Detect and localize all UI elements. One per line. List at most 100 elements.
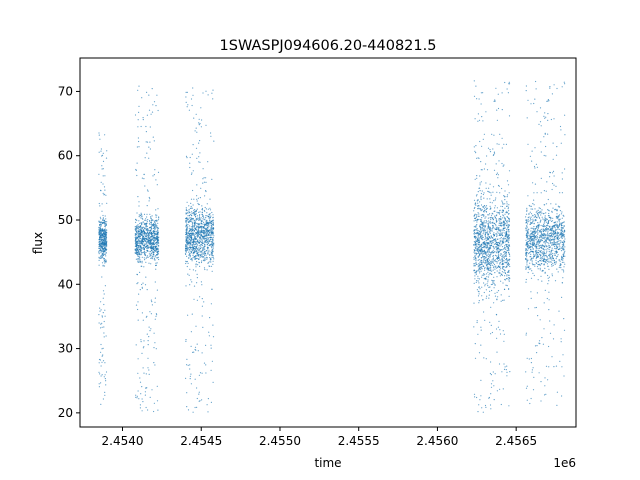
data-point <box>184 248 187 250</box>
data-point <box>507 264 509 266</box>
data-point <box>201 250 203 252</box>
data-point <box>100 252 102 254</box>
data-point <box>157 247 159 249</box>
data-point <box>500 223 502 225</box>
data-point <box>504 224 506 226</box>
data-point <box>145 131 147 133</box>
data-point <box>194 211 196 213</box>
data-point <box>145 233 147 235</box>
data-point <box>196 195 198 197</box>
data-point <box>491 221 493 224</box>
data-point <box>206 269 208 271</box>
data-point <box>191 313 193 315</box>
data-point <box>495 87 497 89</box>
data-point <box>185 244 187 246</box>
data-point <box>481 223 484 225</box>
data-point <box>200 126 202 128</box>
data-point <box>101 230 104 232</box>
data-point <box>493 134 495 136</box>
data-point <box>141 177 143 179</box>
data-point <box>148 369 150 371</box>
data-point <box>201 241 203 243</box>
data-point <box>203 362 206 364</box>
data-point <box>191 212 193 215</box>
data-point <box>186 217 189 219</box>
data-point <box>206 215 208 217</box>
data-point <box>196 273 198 275</box>
data-point <box>192 225 194 227</box>
data-point <box>101 326 103 328</box>
data-point <box>531 369 534 371</box>
data-point <box>540 224 542 227</box>
data-point <box>158 216 160 218</box>
data-point <box>188 274 190 276</box>
data-point <box>99 228 101 230</box>
data-point <box>487 224 489 226</box>
data-point <box>102 219 104 221</box>
data-point <box>559 360 561 362</box>
data-point <box>490 244 493 247</box>
data-point <box>490 393 492 395</box>
data-point <box>489 372 491 375</box>
data-point <box>194 216 197 218</box>
data-point <box>497 177 499 179</box>
data-point <box>104 241 106 243</box>
data-point <box>198 234 200 236</box>
data-point <box>484 268 486 270</box>
data-point <box>155 242 157 244</box>
data-point <box>503 363 505 365</box>
data-point <box>507 184 510 186</box>
data-point <box>150 257 152 259</box>
data-point <box>480 198 482 201</box>
data-point <box>476 249 478 251</box>
data-point <box>479 225 481 227</box>
data-point <box>205 224 207 226</box>
data-point <box>210 132 212 134</box>
data-point <box>543 219 545 221</box>
data-point <box>494 373 496 375</box>
data-point <box>488 286 490 288</box>
data-point <box>197 226 199 228</box>
data-point <box>191 246 194 248</box>
data-point <box>201 227 203 229</box>
data-point <box>106 248 108 250</box>
data-point <box>508 245 511 247</box>
data-point <box>534 219 536 221</box>
data-point <box>196 243 198 245</box>
data-point <box>153 174 155 176</box>
data-point <box>551 210 553 212</box>
data-point <box>476 229 478 231</box>
data-point <box>189 207 191 209</box>
data-point <box>486 255 488 257</box>
data-point <box>479 190 481 192</box>
data-point <box>501 249 503 251</box>
data-point <box>205 233 207 236</box>
data-point <box>498 219 500 221</box>
data-point <box>547 283 549 285</box>
data-point <box>477 191 479 193</box>
data-point <box>488 242 490 244</box>
data-point <box>474 265 476 267</box>
data-point <box>473 226 475 228</box>
data-point <box>211 247 213 249</box>
data-point <box>157 171 160 173</box>
data-point <box>203 232 205 234</box>
data-point <box>476 396 478 399</box>
data-point <box>185 208 187 210</box>
data-point <box>100 223 102 225</box>
data-point <box>190 383 192 385</box>
data-point <box>483 231 485 233</box>
data-point <box>502 238 504 240</box>
data-point <box>210 233 212 235</box>
data-point <box>158 217 160 219</box>
data-point <box>499 275 501 277</box>
data-point <box>103 243 105 245</box>
data-point <box>499 212 501 214</box>
data-point <box>489 256 491 258</box>
data-point <box>537 251 540 254</box>
data-point <box>194 130 196 132</box>
data-point <box>479 182 481 184</box>
data-point <box>492 280 494 282</box>
data-point <box>525 219 528 221</box>
data-point <box>489 232 491 234</box>
